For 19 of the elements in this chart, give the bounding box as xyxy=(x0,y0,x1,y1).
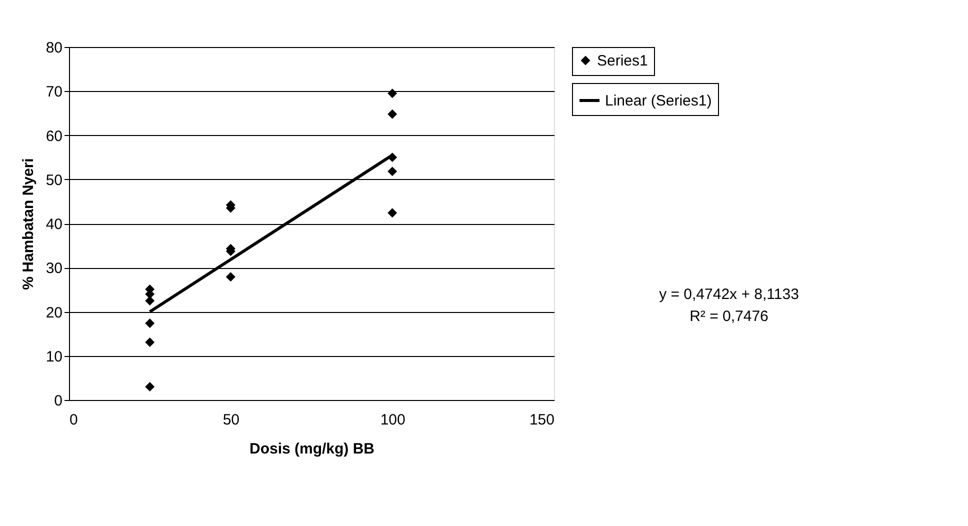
x-axis-title: Dosis (mg/kg) BB xyxy=(249,440,375,458)
text: y = 0,4742x + 8,1133 xyxy=(659,286,799,304)
x-tick-label: 150 xyxy=(529,412,554,428)
x-tick-label: 0 xyxy=(70,412,78,428)
y-tick-label: 50 xyxy=(46,172,62,189)
y-tick-label: 70 xyxy=(46,84,62,101)
y-tick-label: 30 xyxy=(46,260,62,278)
y-tick-label: 20 xyxy=(46,304,62,322)
legend-label: Series1 xyxy=(597,52,648,70)
x-tick-label: 50 xyxy=(222,412,240,428)
x-tick-label: 100 xyxy=(380,412,406,428)
y-tick-label: 80 xyxy=(46,40,62,56)
y-tick-label: 40 xyxy=(46,216,62,233)
y-tick-label: 0 xyxy=(54,392,62,410)
text: R² = 0,7476 xyxy=(690,308,768,326)
legend-label: Linear (Series1) xyxy=(605,92,712,110)
y-tick-label: 60 xyxy=(46,128,62,145)
y-tick-label: 10 xyxy=(46,348,62,366)
y-axis-title: % Hambatan Nyeri xyxy=(20,158,37,290)
